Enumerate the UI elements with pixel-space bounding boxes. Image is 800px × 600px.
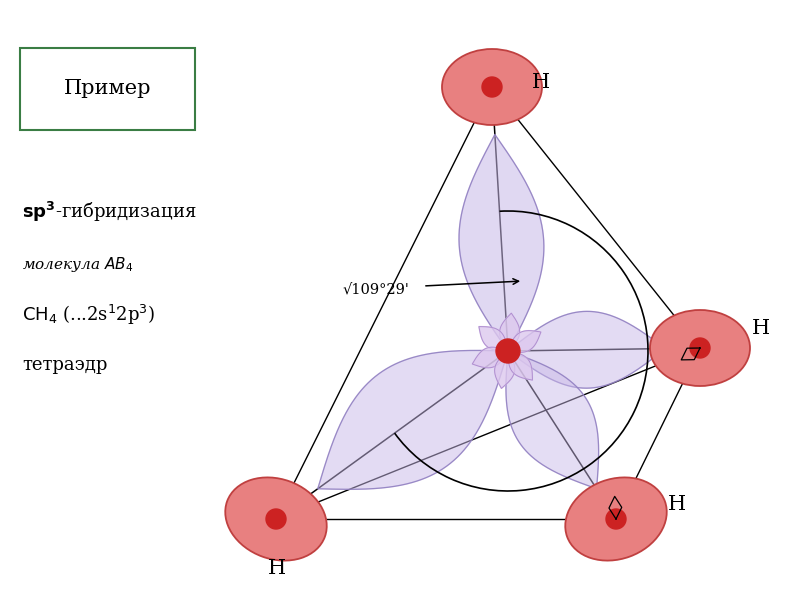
Circle shape bbox=[266, 509, 286, 529]
Circle shape bbox=[496, 339, 520, 363]
Text: H: H bbox=[752, 319, 770, 337]
Polygon shape bbox=[494, 351, 514, 388]
Circle shape bbox=[690, 338, 710, 358]
Ellipse shape bbox=[226, 478, 326, 560]
Text: $\mathbf{sp^3}$-гибридизация: $\mathbf{sp^3}$-гибридизация bbox=[22, 200, 197, 224]
Text: H: H bbox=[532, 73, 550, 91]
Ellipse shape bbox=[442, 49, 542, 125]
Polygon shape bbox=[479, 326, 508, 351]
Circle shape bbox=[606, 509, 626, 529]
Polygon shape bbox=[459, 134, 544, 351]
Polygon shape bbox=[508, 311, 666, 388]
Polygon shape bbox=[318, 350, 508, 490]
Text: $\mathrm{CH_4}$ (...2s$^1$2p$^3$): $\mathrm{CH_4}$ (...2s$^1$2p$^3$) bbox=[22, 303, 155, 327]
Text: H: H bbox=[268, 559, 286, 578]
Ellipse shape bbox=[650, 310, 750, 386]
Polygon shape bbox=[508, 351, 533, 380]
Text: H: H bbox=[668, 494, 686, 514]
Polygon shape bbox=[508, 331, 541, 352]
Text: молекула $AB_4$: молекула $AB_4$ bbox=[22, 256, 133, 275]
Text: √109°29': √109°29' bbox=[343, 282, 410, 296]
Polygon shape bbox=[472, 347, 508, 368]
Text: Пример: Пример bbox=[64, 79, 152, 97]
Circle shape bbox=[482, 77, 502, 97]
Polygon shape bbox=[500, 313, 520, 351]
Polygon shape bbox=[506, 351, 598, 489]
Ellipse shape bbox=[566, 478, 666, 560]
Text: тетраэдр: тетраэдр bbox=[22, 356, 107, 374]
FancyBboxPatch shape bbox=[20, 48, 195, 130]
